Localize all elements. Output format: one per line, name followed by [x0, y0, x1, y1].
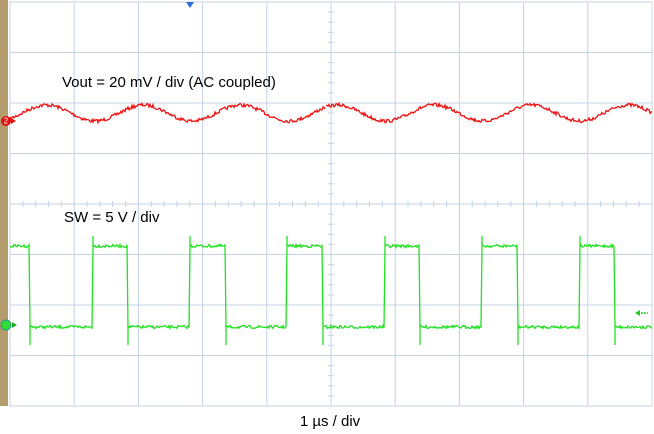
timebase-label: 1 µs / div	[300, 413, 361, 430]
vout-label: Vout = 20 mV / div (AC coupled)	[62, 74, 276, 91]
sw-arrow	[12, 322, 17, 328]
trigger-marker	[186, 2, 194, 8]
sw-trigger-level	[635, 310, 640, 316]
sw-label: SW = 5 V / div	[64, 209, 160, 226]
ch2-marker	[1, 116, 11, 126]
vout-trace	[9, 101, 653, 125]
ch2-label: 2	[4, 117, 9, 126]
sw-marker	[0, 319, 12, 331]
left-strip	[0, 0, 8, 406]
sw-trace	[9, 236, 653, 345]
ch2-arrow	[11, 118, 16, 124]
graticule	[9, 1, 653, 407]
